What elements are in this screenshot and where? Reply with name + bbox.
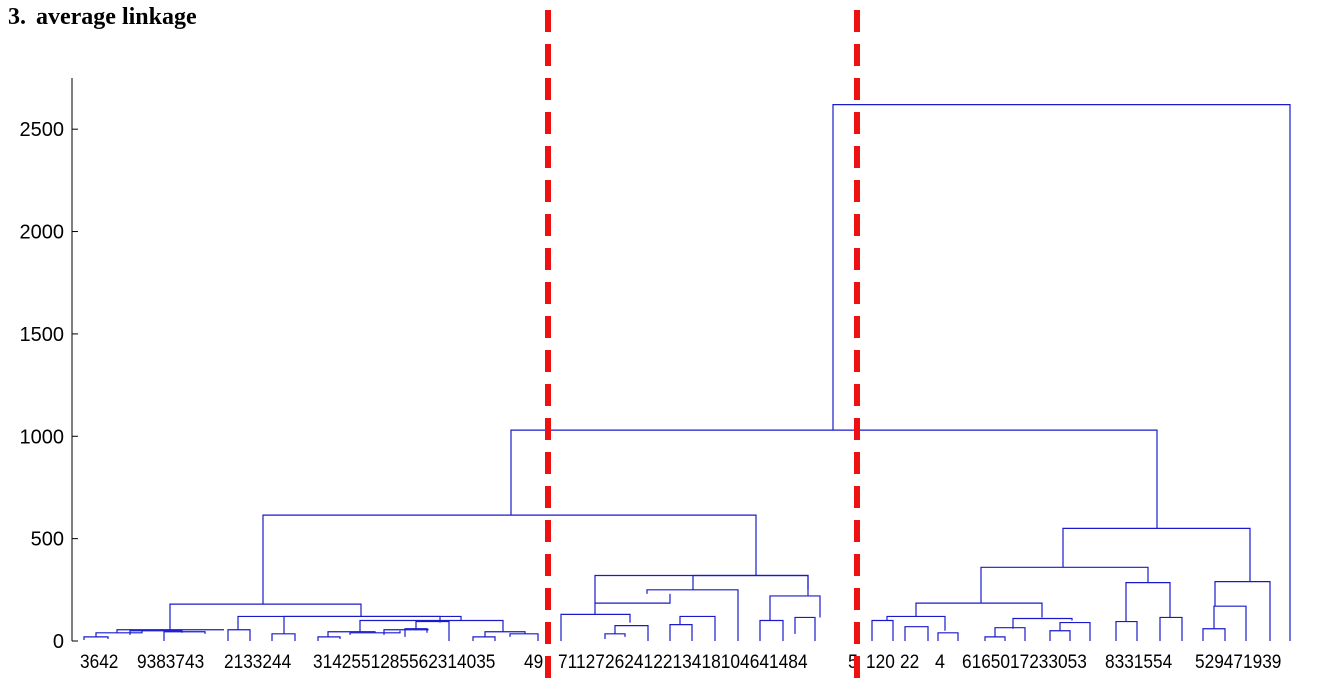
cluster-link (349, 630, 401, 635)
cluster-link (472, 636, 496, 641)
cluster-link (794, 616, 816, 641)
cluster-link (509, 633, 539, 641)
leaf-label: 3142551285562314035 (313, 652, 495, 673)
cluster-link (163, 631, 206, 641)
cluster-link (614, 625, 649, 641)
y-tick-label: 0 (53, 631, 64, 653)
cluster-link (692, 574, 809, 596)
cluster-link (769, 595, 821, 621)
leaf-label: 49 (524, 652, 543, 673)
axes: 0 500 1000 1500 2000 2500 (20, 78, 78, 653)
cluster-link (594, 593, 671, 615)
cluster-link (383, 628, 429, 635)
cluster-link (415, 620, 450, 641)
leaf-label: 6165017233053 (962, 652, 1087, 673)
cluster-link (904, 626, 929, 641)
cluster-link (484, 631, 526, 637)
leaf-label: 529471939 (1195, 652, 1281, 673)
leaf-label: 4 (935, 652, 945, 673)
cluster-link (95, 630, 143, 637)
y-tick-label: 1500 (20, 324, 65, 346)
cluster-link (871, 619, 894, 641)
cluster-link (169, 603, 362, 630)
leaf-labels: 3642 9383743 2133244 3142551285562314035 49 7… (80, 652, 1281, 673)
cluster-link (994, 627, 1026, 641)
cluster-link (116, 629, 224, 633)
leaf-label: 5 (848, 652, 858, 673)
cluster-link (404, 628, 428, 637)
cluster-link (1213, 605, 1247, 641)
cluster-link (669, 624, 693, 641)
cluster-link (237, 615, 462, 630)
cut-lines (545, 10, 860, 690)
cluster-link (1159, 616, 1183, 641)
y-tick-label: 500 (31, 529, 64, 551)
cluster-link (1125, 582, 1171, 622)
leaf-label: 3642 (80, 652, 118, 673)
cluster-link (1202, 628, 1226, 641)
leaf-label: 2133244 (224, 652, 292, 673)
cluster-link (1115, 620, 1138, 641)
cluster-link (83, 636, 109, 640)
leaf-label: 8331554 (1105, 652, 1173, 673)
cluster-link (262, 514, 757, 605)
cluster-link (1012, 617, 1073, 629)
cluster-link (271, 633, 296, 641)
cluster-link (510, 429, 1158, 529)
leaf-label: 22 (900, 652, 919, 673)
cluster-link (604, 633, 626, 639)
cluster-link (915, 602, 1043, 618)
cluster-link (560, 613, 631, 641)
leaf-label: 9383743 (137, 652, 204, 673)
figure-heading: 3. average linkage (8, 4, 197, 31)
cluster-link (227, 629, 251, 641)
cluster-link (980, 566, 1149, 604)
y-tick-label: 2000 (20, 222, 65, 244)
cluster-link (283, 615, 441, 634)
cluster-link (886, 615, 946, 631)
cluster-link (1049, 630, 1071, 641)
cluster-link (759, 619, 784, 641)
leaf-label: 120 (866, 652, 895, 673)
cluster-link (1059, 621, 1091, 641)
cluster-link (1214, 581, 1271, 641)
heading-number: 3. (8, 4, 26, 30)
cluster-link (1062, 527, 1251, 582)
y-tick-label: 2500 (20, 119, 65, 141)
dendrogram-links (83, 104, 1291, 641)
cluster-link (679, 615, 716, 641)
heading-text: average linkage (36, 4, 197, 30)
cluster-link (317, 636, 341, 641)
cluster-link (359, 619, 504, 632)
cluster-link (984, 636, 1006, 641)
y-tick-label: 1000 (20, 426, 65, 448)
leaf-label: 71127262412213418104641484 (558, 652, 808, 673)
cluster-link (937, 632, 959, 641)
root-link (832, 104, 1291, 641)
